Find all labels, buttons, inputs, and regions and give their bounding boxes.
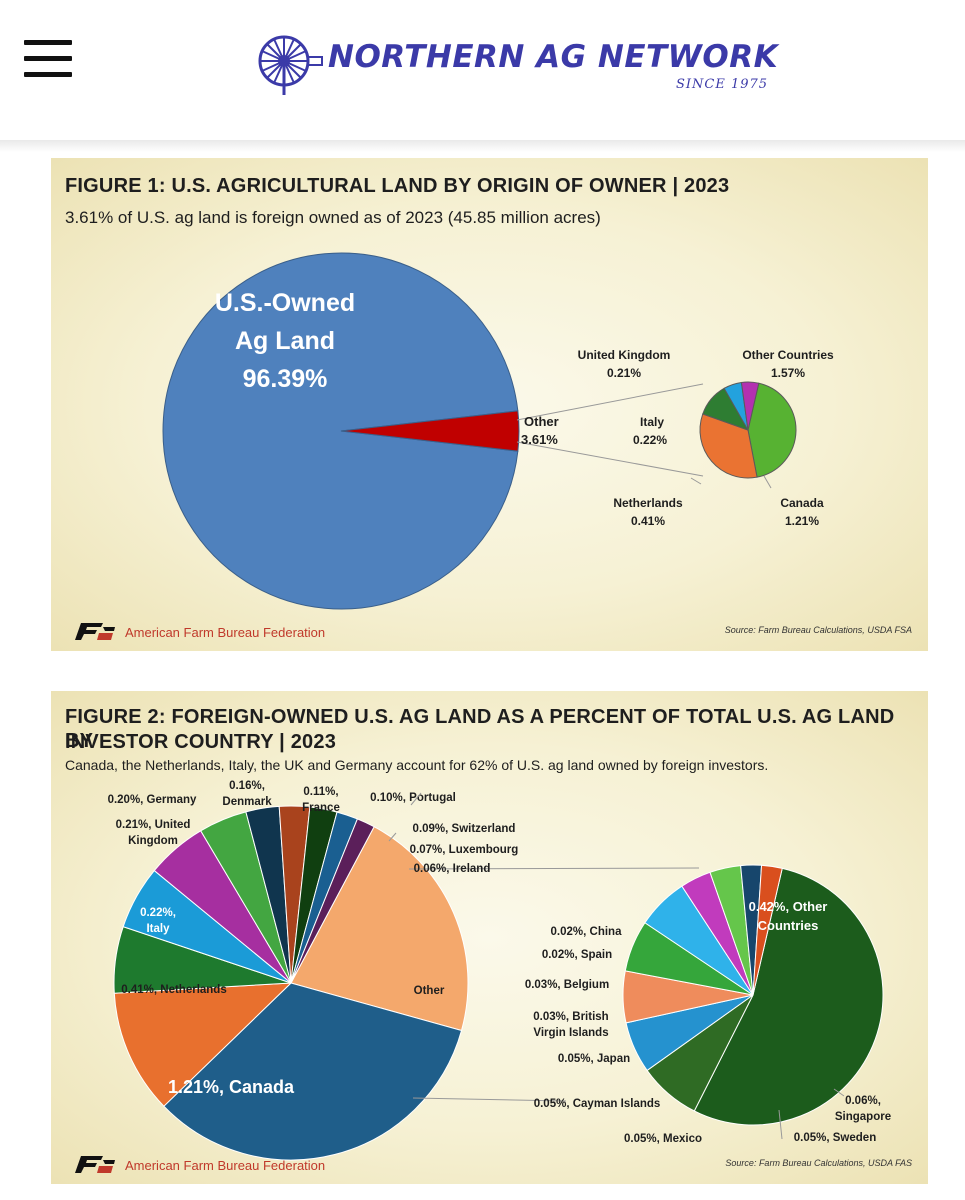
- leader-line-netherlands: [690, 477, 702, 485]
- label-denmark-1: 0.16%,: [229, 780, 265, 792]
- leader-line-switzerland: [388, 832, 397, 842]
- label-cayman: 0.05%, Cayman Islands: [534, 1098, 661, 1110]
- label-netherlands-value: 0.41%: [631, 514, 665, 528]
- label-spain: 0.02%, Spain: [542, 949, 612, 961]
- label-uk-1: 0.21%, United: [116, 819, 191, 831]
- label-canada: 1.21%, Canada: [168, 1077, 295, 1097]
- windmill-icon: [258, 35, 323, 95]
- label-denmark-2: Denmark: [222, 796, 272, 808]
- label-canada-value: 1.21%: [785, 514, 819, 528]
- figure-1-title: FIGURE 1: U.S. AGRICULTURAL LAND BY ORIG…: [65, 175, 730, 197]
- fig1-breakout-slice-canada: [699, 413, 758, 479]
- label-other-countries-2: Countries: [758, 918, 819, 933]
- logo-text: NORTHERN AG NETWORK: [328, 39, 779, 75]
- fig1-breakout-slice-other-countries: [747, 382, 797, 478]
- label-main-label-line3: 96.39%: [243, 365, 328, 393]
- fig2-main-slice-other: [290, 826, 469, 1032]
- label-sweden: 0.05%, Sweden: [794, 1132, 876, 1144]
- figure-2-panel: FIGURE 2: FOREIGN-OWNED U.S. AG LAND AS …: [51, 691, 928, 1184]
- connector-line-bottom: [516, 441, 704, 477]
- label-other-countries-name: Other Countries: [742, 348, 834, 362]
- label-japan: 0.05%, Japan: [558, 1053, 630, 1065]
- label-main-label-line2: Ag Land: [235, 327, 335, 355]
- label-uk-2: Kingdom: [128, 835, 178, 847]
- label-singapore-1: 0.06%,: [845, 1095, 881, 1107]
- fig1-main-slice-other: [340, 410, 520, 452]
- label-netherlands: 0.41%, Netherlands: [121, 984, 226, 996]
- label-other-value: 3.61%: [521, 432, 558, 447]
- leader-line-sweden: [778, 1109, 783, 1140]
- label-china: 0.02%, China: [551, 926, 623, 938]
- afbf-logo-icon: [75, 623, 115, 640]
- figure-2-title-line-1: FIGURE 2: FOREIGN-OWNED U.S. AG LAND AS …: [65, 706, 895, 752]
- label-netherlands-name: Netherlands: [613, 496, 683, 510]
- figure-2-source: Source: Farm Bureau Calculations, USDA F…: [725, 1158, 912, 1168]
- leader-line-canada: [763, 475, 772, 489]
- label-other: Other: [414, 985, 445, 997]
- label-france-2: France: [302, 802, 340, 814]
- label-italy-value: 0.22%: [633, 433, 667, 447]
- figure-2-footer-org: American Farm Bureau Federation: [125, 1158, 326, 1173]
- label-bvi-2: Virgin Islands: [533, 1027, 608, 1039]
- fig2-main-slice-ireland: [290, 818, 375, 984]
- label-other-label: Other: [524, 414, 559, 429]
- label-main-label-line1: U.S.-Owned: [215, 289, 355, 317]
- figure-1-footer-org: American Farm Bureau Federation: [125, 625, 326, 640]
- figure-2-title-line-2: INVESTOR COUNTRY | 2023: [65, 731, 337, 753]
- hamburger-menu-icon[interactable]: [24, 40, 72, 78]
- label-canada-name: Canada: [780, 496, 824, 510]
- label-singapore-2: Singapore: [835, 1111, 891, 1123]
- connector-line-top: [516, 383, 704, 421]
- figure-2-subtitle: Canada, the Netherlands, Italy, the UK a…: [65, 757, 769, 773]
- fig2-main-slice-netherlands: [113, 982, 293, 1107]
- figure-1-source: Source: Farm Bureau Calculations, USDA F…: [724, 625, 912, 635]
- afbf-logo-icon: [75, 1156, 115, 1173]
- label-bvi-1: 0.03%, British: [533, 1011, 608, 1023]
- label-italy-name: Italy: [640, 415, 664, 429]
- label-italy-1: 0.22%,: [140, 907, 176, 919]
- fig2-breakout-slice-other-countries: [693, 867, 884, 1126]
- leader-line-singapore: [833, 1088, 845, 1097]
- label-france-1: 0.11%,: [303, 786, 338, 798]
- label-germany: 0.20%, Germany: [108, 794, 197, 806]
- label-uk-name: United Kingdom: [578, 348, 671, 362]
- header-divider: [0, 140, 965, 152]
- label-belgium: 0.03%, Belgium: [525, 979, 609, 991]
- label-switzerland: 0.09%, Switzerland: [413, 823, 516, 835]
- label-portugal: 0.10%, Portugal: [370, 792, 456, 804]
- fig2-breakout-slice-china: [752, 864, 783, 996]
- connector-line-bottom: [412, 1097, 567, 1102]
- site-header: NORTHERN AG NETWORK SINCE 1975: [0, 0, 965, 140]
- figure-1-subtitle: 3.61% of U.S. ag land is foreign owned a…: [65, 208, 601, 227]
- label-uk-value: 0.21%: [607, 366, 641, 380]
- figure-1-panel: FIGURE 1: U.S. AGRICULTURAL LAND BY ORIG…: [51, 158, 928, 651]
- fig1-breakout-slice-united-kingdom: [740, 381, 760, 431]
- figure-1-chart: U.S.-Owned Ag Land 96.39% Other 3.61% United …: [162, 252, 834, 610]
- label-luxembourg: 0.07%, Luxembourg: [410, 844, 519, 856]
- logo-since: SINCE 1975: [676, 77, 769, 92]
- figure-2-chart: 0.20%, Germany 0.16%, Denmark 0.11%, France 0…: [108, 780, 891, 1161]
- fig2-main-slice-canada: [163, 982, 463, 1161]
- leader-line-portugal: [410, 792, 422, 806]
- label-mexico: 0.05%, Mexico: [624, 1133, 702, 1145]
- site-logo[interactable]: NORTHERN AG NETWORK SINCE 1975: [256, 33, 779, 95]
- fig1-main-slice-u-s-owned-ag-land: [162, 252, 519, 610]
- connector-line-top: [408, 867, 700, 870]
- label-other-countries-1: 0.42%, Other: [749, 899, 828, 914]
- label-ireland: 0.06%, Ireland: [414, 863, 491, 875]
- label-other-countries-value: 1.57%: [771, 366, 805, 380]
- label-italy-2: Italy: [146, 923, 170, 935]
